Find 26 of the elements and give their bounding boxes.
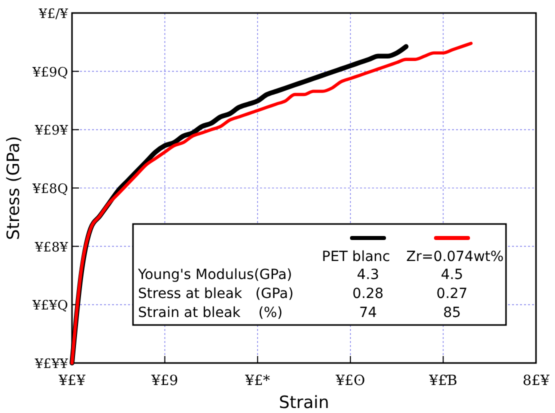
x-tick-label: ¥£ʘ bbox=[334, 373, 366, 389]
annotation: 0.27 bbox=[436, 286, 468, 302]
annotation: Young's Modulus(GPa) bbox=[137, 267, 292, 283]
x-tick-label: ¥£Ɓ bbox=[428, 373, 458, 389]
annotation: Strain at bleak (%) bbox=[138, 305, 283, 321]
y-axis-title: Stress (GPa) bbox=[4, 136, 24, 240]
annotation: 4.3 bbox=[356, 267, 380, 283]
text: ¥£8Q bbox=[32, 182, 68, 197]
text: ¥£/¥ bbox=[38, 7, 69, 22]
annotation: 74 bbox=[359, 305, 377, 321]
annotation: Stress at bleak (GPa) bbox=[138, 286, 294, 302]
x-tick-label: ¥£* bbox=[244, 373, 270, 389]
annotation: 85 bbox=[443, 305, 461, 321]
x-tick-label: ¥£9 bbox=[150, 373, 178, 389]
annotation: 0.28 bbox=[352, 286, 384, 302]
text: ¥£9Q bbox=[32, 65, 68, 80]
x-tick-label: 8£¥ bbox=[522, 373, 550, 389]
x-axis-title: Strain bbox=[278, 393, 330, 413]
x-tick-label: ¥£¥ bbox=[58, 373, 86, 389]
legend-label: PET blanc bbox=[322, 249, 390, 265]
text: ¥£¥Q bbox=[32, 298, 68, 314]
legend-label: Zr=0.074wt% bbox=[406, 249, 504, 265]
text: ¥£¥¥ bbox=[34, 357, 69, 372]
text: ¥£9¥ bbox=[34, 124, 69, 139]
text: ¥£8¥ bbox=[34, 240, 69, 256]
annotation: 4.5 bbox=[440, 267, 464, 283]
